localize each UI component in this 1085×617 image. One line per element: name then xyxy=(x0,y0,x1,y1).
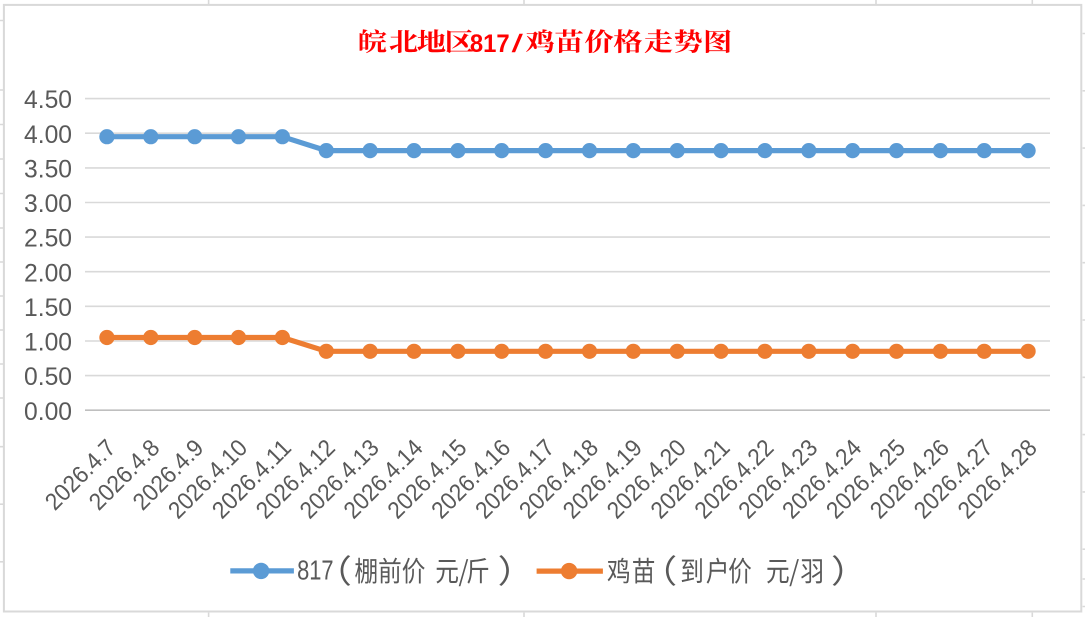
svg-text:1.00: 1.00 xyxy=(24,329,72,357)
svg-text:0.50: 0.50 xyxy=(24,363,72,391)
svg-text:4.00: 4.00 xyxy=(24,121,72,149)
svg-text:2.50: 2.50 xyxy=(24,225,72,253)
svg-text:817: 817 xyxy=(297,554,334,585)
svg-text:1.50: 1.50 xyxy=(24,294,72,322)
svg-text:3.00: 3.00 xyxy=(24,190,72,218)
svg-text:4.50: 4.50 xyxy=(24,86,72,114)
svg-text:817: 817 xyxy=(470,31,510,58)
svg-text:2.00: 2.00 xyxy=(24,259,72,287)
svg-text:0.00: 0.00 xyxy=(24,398,72,426)
svg-text:3.50: 3.50 xyxy=(24,156,72,184)
